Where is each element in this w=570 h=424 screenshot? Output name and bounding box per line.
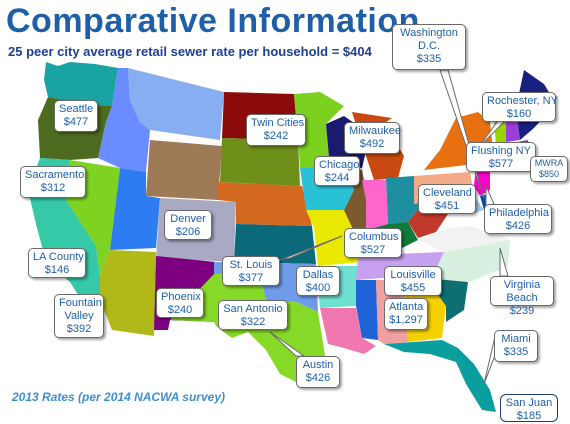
callout-name: Miami — [501, 333, 531, 345]
callout-rate: $335 — [503, 346, 529, 358]
callout-rate: $146 — [44, 264, 70, 276]
callout-phoenix: Phoenix $240 — [156, 288, 204, 318]
callout-rate: $426 — [305, 372, 331, 384]
callout-austin: Austin $426 — [296, 356, 340, 388]
callout-name: MWRA — [534, 158, 564, 168]
callout-name: Milwaukee — [349, 125, 401, 137]
callout-name: Virginia — [503, 279, 541, 291]
callout-name-line2: D.C. — [418, 40, 440, 52]
callout-sacramento: Sacramento $312 — [20, 166, 86, 198]
callout-la-county: LA County $146 — [28, 248, 86, 278]
callout-philadelphia: Philadelphia $426 — [484, 204, 552, 234]
callout-dallas: Dallas $400 — [296, 266, 340, 296]
callout-name: Cleveland — [423, 187, 472, 199]
callout-rate: $240 — [167, 304, 193, 316]
callout-name: Fountain — [59, 297, 102, 309]
callout-name: Columbus — [349, 231, 399, 243]
callout-name: Atlanta — [389, 301, 424, 313]
callout-chicago: Chicago $244 — [314, 156, 360, 186]
callout-name: Flushing NY — [471, 145, 531, 157]
page-title: Comparative Information — [6, 2, 420, 40]
callout-rate: $1,297 — [389, 314, 423, 326]
callout-virginia-beach: Virginia Beach $239 — [490, 276, 554, 317]
callout-name: LA County — [33, 251, 84, 263]
callout-washington: Washington D.C. $335 — [392, 24, 466, 70]
callout-rate: $577 — [488, 158, 514, 170]
callout-rate-value: $239 — [509, 305, 535, 317]
callout-name: Sacramento — [25, 169, 85, 181]
callout-flushing: Flushing NY $577 — [466, 142, 536, 172]
callout-name: Denver — [170, 213, 206, 225]
state-nc — [426, 240, 510, 282]
callout-denver: Denver $206 — [164, 210, 212, 240]
callout-rate: $426 — [505, 220, 531, 232]
state-mn — [294, 92, 344, 168]
callout-st-louis: St. Louis $377 — [222, 256, 280, 286]
callout-name-line2: Valley — [64, 310, 94, 322]
callout-rate: $335 — [416, 53, 442, 65]
state-ut — [110, 168, 160, 250]
callout-rate: $392 — [66, 323, 92, 335]
callout-name: Chicago — [319, 159, 360, 171]
callout-name: Rochester, NY — [487, 95, 558, 107]
callout-san-antonio: San Antonio $322 — [218, 300, 288, 330]
callout-rate: $492 — [359, 138, 385, 150]
page-subtitle: 25 peer city average retail sewer rate p… — [8, 44, 372, 59]
callout-cleveland: Cleveland $451 — [418, 184, 476, 214]
callout-rate: Beach — [506, 292, 538, 304]
callout-columbus: Columbus $527 — [344, 228, 402, 258]
callout-name: St. Louis — [229, 259, 273, 271]
callout-rate: $322 — [240, 316, 266, 328]
state-sd — [220, 138, 300, 186]
st-louis-pointer — [279, 235, 343, 261]
callout-name: Louisville — [390, 269, 436, 281]
callout-atlanta: Atlanta $1,297 — [384, 298, 428, 330]
callout-name: Phoenix — [161, 291, 201, 303]
callout-rate: $455 — [400, 282, 426, 294]
state-ne — [218, 182, 312, 226]
callout-rate: $527 — [360, 244, 386, 256]
callout-name: San Juan — [505, 397, 553, 409]
callout-milwaukee: Milwaukee $492 — [344, 122, 401, 154]
callout-rate: $185 — [516, 410, 542, 422]
callout-rate: $244 — [324, 172, 350, 184]
callout-name: Dallas — [302, 269, 334, 281]
callout-name: Seattle — [59, 103, 94, 115]
callout-rate: $451 — [434, 200, 460, 212]
callout-name: Twin Cities — [251, 117, 305, 129]
state-az — [100, 250, 156, 336]
state-wa — [44, 62, 118, 106]
callout-twin-cities: Twin Cities $242 — [246, 114, 306, 146]
callout-louisville: Louisville $455 — [384, 266, 442, 296]
callout-name: Philadelphia — [489, 207, 549, 219]
callout-seattle: Seattle $477 — [54, 100, 98, 132]
callout-miami: Miami $335 — [494, 330, 538, 362]
callout-rate: $477 — [63, 116, 89, 128]
state-wy — [146, 140, 222, 200]
state-id — [98, 68, 150, 172]
state-mt — [128, 68, 224, 140]
callout-san-juan: San Juan $185 — [500, 394, 558, 422]
state-fl — [384, 340, 496, 412]
callout-name: Washington — [400, 27, 458, 39]
state-il — [344, 166, 368, 240]
footnote: 2013 Rates (per 2014 NACWA survey) — [12, 390, 225, 404]
state-ms — [356, 280, 378, 340]
callout-rate: $312 — [40, 182, 66, 194]
callout-name: Austin — [302, 359, 334, 371]
callout-rate: $400 — [305, 282, 331, 294]
callout-rate: $206 — [175, 226, 201, 238]
callout-rochester: Rochester, NY $160 — [482, 92, 558, 122]
callout-mwra: MWRA $850 — [530, 156, 568, 182]
callout-rate: $377 — [238, 272, 264, 284]
state-in — [362, 180, 388, 230]
callout-fountain-valley: Fountain Valley $392 — [54, 294, 104, 338]
callout-rate: $160 — [506, 108, 532, 120]
callout-rate: $242 — [263, 130, 289, 142]
callout-rate: $850 — [538, 169, 560, 179]
state-la — [320, 308, 376, 354]
callout-name: San Antonio — [223, 303, 283, 315]
